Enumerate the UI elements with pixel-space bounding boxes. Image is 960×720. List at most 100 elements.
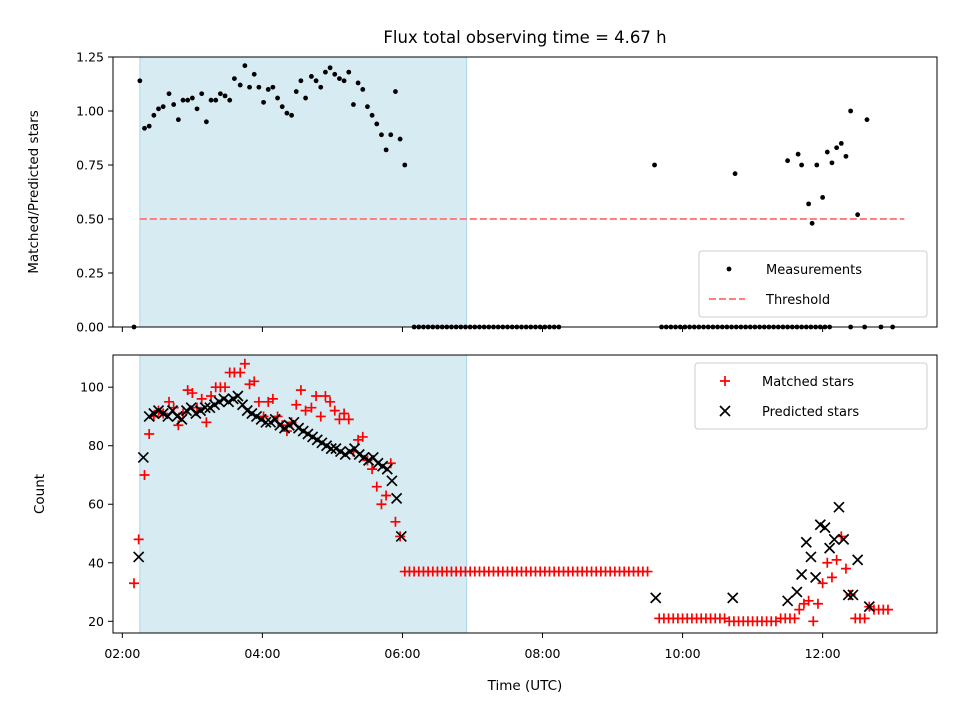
data-point: [249, 376, 260, 387]
data-point: [819, 522, 831, 534]
data-point: [235, 367, 246, 378]
data-point: [650, 592, 662, 604]
data-point: [176, 413, 188, 425]
data-point: [642, 566, 653, 577]
data-point: [325, 443, 337, 455]
legend-marker: [726, 266, 732, 272]
data-point: [808, 616, 819, 627]
data-point: [220, 382, 231, 393]
data-point: [164, 396, 175, 407]
data-point: [217, 91, 223, 97]
data-point: [810, 571, 822, 584]
legend-label: Threshold: [765, 293, 830, 308]
data-point: [402, 162, 408, 168]
data-point: [213, 97, 219, 103]
data-point: [247, 84, 252, 90]
data-point: [327, 65, 333, 71]
data-point: [803, 595, 814, 606]
data-point: [260, 416, 272, 428]
data-point: [341, 78, 347, 84]
data-point: [142, 125, 147, 131]
y-tick-label: 0.25: [76, 266, 104, 281]
data-point: [855, 212, 861, 218]
x-tick-label: 10:00: [665, 646, 701, 661]
data-point: [323, 69, 328, 75]
data-point: [791, 586, 803, 598]
data-point: [166, 91, 172, 97]
data-point: [381, 490, 392, 501]
data-point: [295, 385, 306, 396]
observing-window-span: [139, 56, 468, 328]
data-point: [814, 162, 820, 168]
data-point: [311, 390, 322, 401]
data-point: [379, 132, 384, 138]
data-point: [346, 69, 352, 75]
data-point: [320, 390, 331, 401]
legend: Measurements Threshold: [698, 250, 928, 318]
data-point: [194, 106, 200, 112]
chart-title: Flux total observing time = 4.67 h: [383, 28, 666, 47]
data-point: [789, 613, 800, 624]
y-tick-label: 1.25: [76, 50, 104, 65]
data-point: [206, 390, 217, 401]
data-point: [369, 112, 375, 118]
data-point: [838, 533, 850, 545]
data-point: [298, 78, 304, 84]
data-point: [794, 604, 805, 615]
data-point: [796, 568, 808, 581]
y-tick-label: 20: [88, 614, 104, 629]
data-point: [843, 153, 849, 159]
data-point: [727, 592, 739, 604]
legend-label: Measurements: [766, 263, 862, 278]
data-point: [397, 136, 403, 142]
data-point: [391, 492, 403, 504]
data-point: [360, 87, 366, 92]
data-point: [151, 112, 157, 118]
data-point: [137, 78, 143, 84]
data-point: [242, 63, 248, 69]
data-point: [388, 132, 394, 138]
data-point: [171, 102, 177, 107]
data-point: [859, 613, 870, 624]
data-point: [203, 119, 209, 125]
data-point: [800, 536, 812, 548]
data-point: [267, 393, 278, 404]
data-point: [732, 171, 738, 177]
data-point: [227, 97, 233, 103]
y-axis-label: Count: [32, 474, 48, 514]
data-point: [863, 601, 875, 613]
data-point: [367, 464, 378, 475]
data-point: [864, 117, 870, 123]
data-point: [834, 145, 840, 151]
data-point: [812, 598, 823, 609]
data-point: [395, 530, 407, 543]
y-tick-label: 0.50: [76, 212, 104, 227]
data-point: [231, 76, 237, 81]
data-point: [291, 399, 302, 410]
data-point: [309, 74, 314, 79]
y-tick-label: 100: [80, 380, 104, 395]
series-predicted-stars: [133, 390, 875, 613]
data-point: [196, 393, 207, 404]
data-point: [799, 162, 805, 168]
data-point: [822, 557, 833, 568]
data-point: [237, 82, 243, 88]
data-point: [133, 534, 144, 545]
data-point: [824, 542, 836, 554]
data-point: [199, 91, 205, 97]
data-point: [315, 411, 326, 422]
data-point: [208, 97, 214, 103]
data-point: [189, 95, 195, 101]
data-point: [325, 396, 336, 407]
data-point: [187, 388, 198, 399]
data-point: [365, 104, 370, 110]
legend-label: Predicted stars: [762, 405, 859, 420]
data-point: [289, 112, 294, 118]
x-axis-label: Time (UTC): [487, 678, 563, 694]
y-axis-label: Matched/Predicted stars: [26, 110, 42, 273]
data-point: [374, 121, 380, 127]
data-point: [826, 572, 837, 583]
data-point: [383, 147, 389, 153]
data-point: [390, 516, 401, 527]
data-point: [882, 604, 893, 615]
